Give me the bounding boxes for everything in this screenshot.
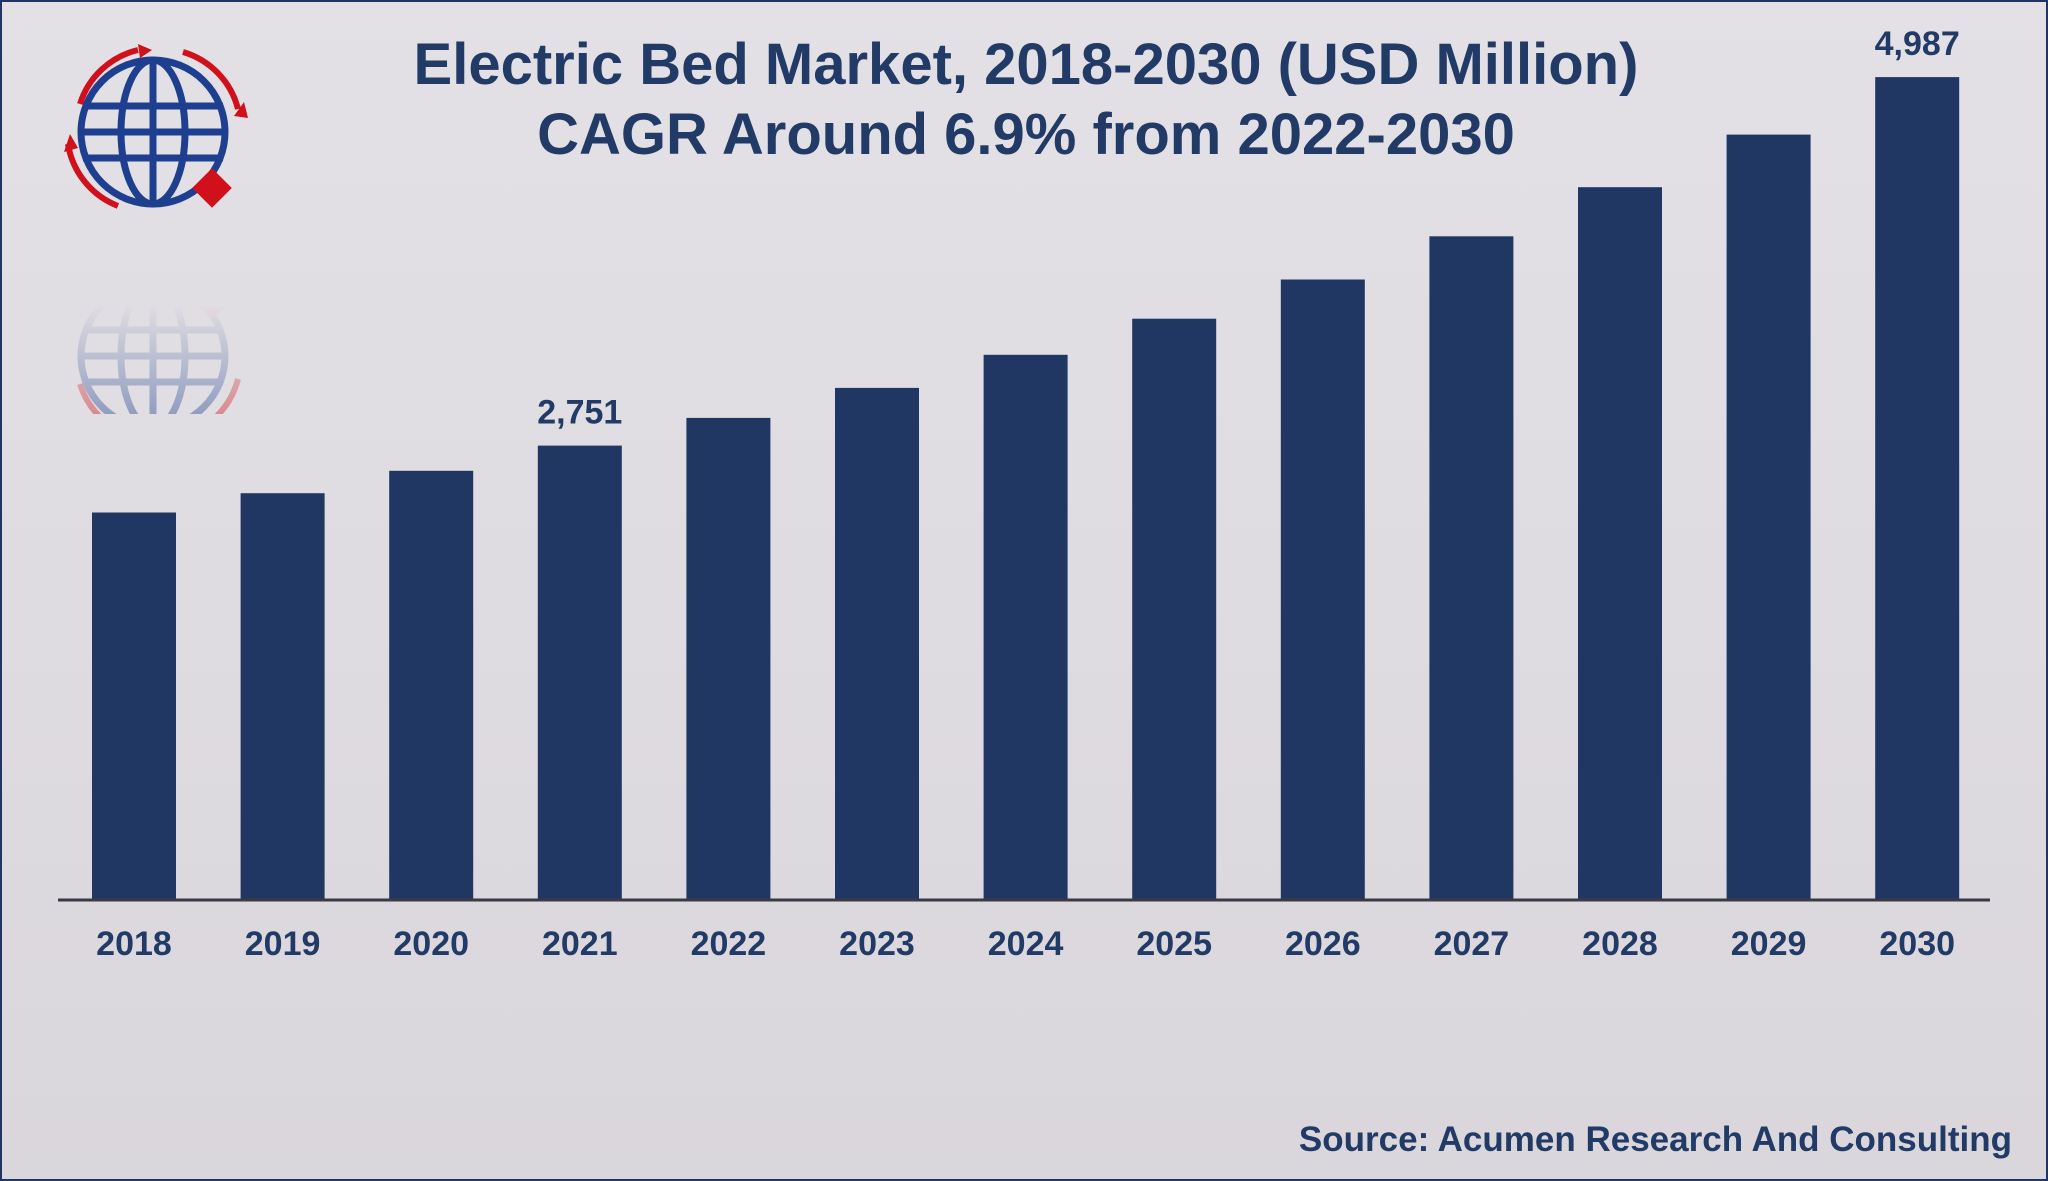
x-tick-label-2024: 2024 [988,925,1064,963]
data-label-2021: 2,751 [537,394,622,432]
bars [92,77,1960,900]
data-labels: 2,751 4,987 [537,25,1959,432]
globe-logo-reflection [77,280,241,414]
x-tick-label-2025: 2025 [1136,925,1212,963]
x-tick-label-2019: 2019 [245,925,321,963]
x-tick-label-2030: 2030 [1879,925,1955,963]
bar-2024 [983,354,1068,899]
x-tick-label-2018: 2018 [96,925,172,963]
x-tick-label-2020: 2020 [393,925,469,963]
bar-2020 [389,470,474,899]
bar-2018 [92,512,176,899]
bar-2030 [1875,77,1960,900]
bar-2027 [1429,236,1514,900]
chart-title: Electric Bed Market, 2018-2030 (USD Mill… [413,32,1639,97]
x-tick-label-2022: 2022 [691,925,767,963]
globe-logo-icon [64,44,248,209]
bar-2022 [686,417,771,899]
bar-2025 [1132,318,1217,899]
bar-2029 [1726,134,1811,900]
x-tick-label-2029: 2029 [1731,925,1807,963]
x-tick-label-2021: 2021 [542,925,618,963]
data-label-2030: 4,987 [1875,25,1960,63]
x-tick-label-2023: 2023 [839,925,915,963]
x-tick-label-2027: 2027 [1434,925,1510,963]
chart-subtitle: CAGR Around 6.9% from 2022-2030 [537,102,1515,167]
bar-2026 [1280,279,1365,899]
source-note: Source: Acumen Research And Consulting [1298,1120,2012,1159]
chart-title-block: Electric Bed Market, 2018-2030 (USD Mill… [2,30,2046,170]
bar-2019 [240,493,325,899]
x-axis-tick-labels: 2018 2019 2020 2021 2022 2023 2024 2025 2026 2027… [96,925,1955,963]
bar-2028 [1578,187,1662,899]
x-tick-label-2028: 2028 [1582,925,1658,963]
x-tick-label-2026: 2026 [1285,925,1361,963]
bar-2021 [537,445,622,899]
bar-2023 [835,387,919,899]
